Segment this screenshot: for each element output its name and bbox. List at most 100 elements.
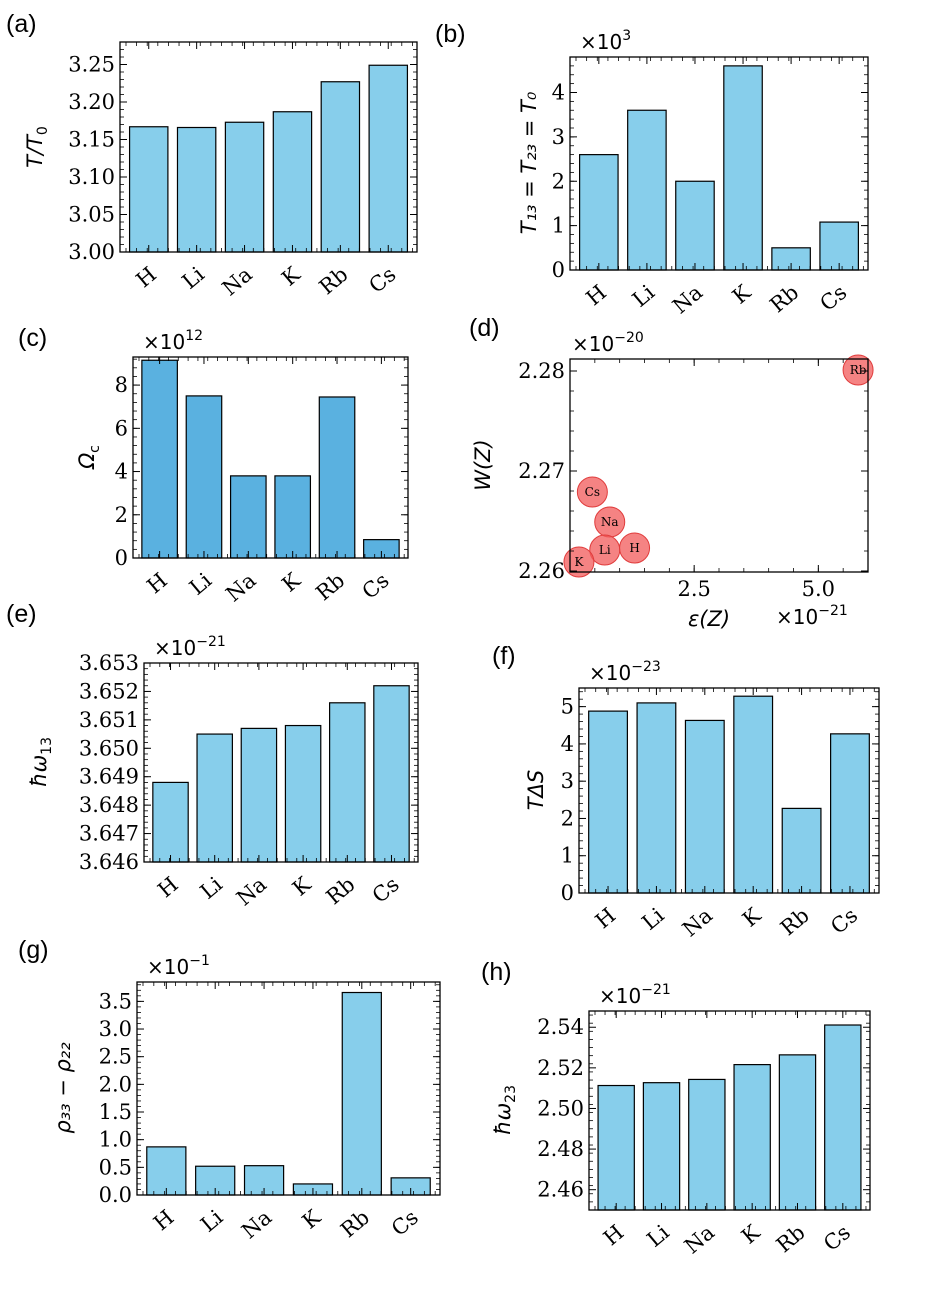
- y-tick-label: 8: [115, 373, 128, 397]
- y-axis-label: W(Z): [471, 439, 495, 491]
- x-tick-label: H: [153, 872, 182, 902]
- y-tick-label: 3.647: [79, 822, 139, 846]
- y-tick-label: 2.26: [518, 559, 565, 583]
- x-tick-label: Li: [628, 280, 659, 312]
- x-tick-label: Cs: [826, 903, 862, 939]
- x-tick-label: Na: [218, 262, 257, 300]
- bar-Li: [636, 702, 677, 894]
- y-tick-label: 2.0: [99, 1072, 132, 1096]
- panel-label: (g): [18, 936, 49, 964]
- bar-Rb: [320, 81, 361, 253]
- y-tick-label: 2.50: [537, 1096, 584, 1120]
- y-tick-label: 5: [561, 695, 574, 719]
- x-tick-label: Cs: [387, 1205, 423, 1241]
- x-tick-label: K: [277, 568, 305, 597]
- y-tick-label: 3.5: [99, 989, 132, 1013]
- y-tick-label: 3.652: [79, 679, 139, 703]
- y-tick-label: 1: [552, 214, 565, 238]
- y-tick-label: 3.15: [68, 128, 115, 152]
- x-tick-label: H: [599, 1220, 628, 1250]
- y-tick-label: 4: [115, 460, 128, 484]
- bar-K: [274, 475, 312, 559]
- x-tick-label: Cs: [819, 1220, 855, 1256]
- x-tick-label: Li: [637, 903, 668, 935]
- bar-Cs: [819, 221, 859, 271]
- y-tick-label: 2.5: [99, 1045, 132, 1069]
- point-label: Rb: [850, 363, 867, 377]
- panel-label: (d): [469, 314, 500, 342]
- y-tick-label: 0: [115, 546, 128, 570]
- x-tick-label: Rb: [322, 872, 360, 909]
- bar-H: [152, 781, 189, 863]
- panel-label: (f): [492, 642, 516, 670]
- bar-K: [284, 724, 322, 863]
- y-tick-label: 3.20: [68, 90, 115, 114]
- plot-frame: [119, 41, 418, 253]
- x-tick-label: Li: [185, 568, 216, 600]
- bar-Rb: [341, 991, 382, 1196]
- x-tick-label: Cs: [368, 872, 404, 908]
- bar-Na: [675, 180, 715, 271]
- x-tick-label: K: [288, 872, 316, 901]
- x-tick-label: Rb: [315, 262, 353, 299]
- y-tick-label: 3.0: [99, 1017, 132, 1041]
- y-tick-label: 2: [561, 806, 574, 830]
- bar-Rb: [781, 807, 822, 894]
- y-tick-label: 3.650: [79, 736, 139, 760]
- y-tick-label: 6: [115, 416, 128, 440]
- x-tick-label: K: [728, 280, 756, 309]
- panel-a: (a) H Li Na K Rb Cs 3.00 3.05 3.10 3.15 3.20 3.25 T/T…: [6, 10, 418, 300]
- y-tick-label: 1.0: [99, 1128, 132, 1152]
- point-label: Li: [599, 543, 611, 557]
- bar-Cs: [824, 1024, 862, 1211]
- plot-frame: [588, 1010, 871, 1211]
- axis-multiplier: ×10−21: [154, 634, 226, 660]
- bar-Cs: [830, 733, 870, 894]
- x-tick-label: H: [142, 568, 171, 598]
- y-axis-label: T₁₃ = T₂₃ = T₀: [517, 91, 541, 234]
- y-tick-label: 2.27: [518, 459, 565, 483]
- y-tick-label: 4: [561, 732, 574, 756]
- x-axis-label: ε(Z): [688, 607, 730, 631]
- panel-h: (h) H Li Na K Rb Cs 2.46 2.48 2.50 2.52 2.54 ×10−21 ħ…: [481, 958, 871, 1258]
- bar-Li: [196, 733, 233, 863]
- bar-Cs: [368, 64, 409, 253]
- x-tick-label: Li: [196, 872, 227, 904]
- panel-label: (c): [18, 324, 47, 352]
- bar-H: [146, 1146, 187, 1196]
- x-tick-label: H: [131, 262, 160, 292]
- plot-frame: [569, 56, 869, 271]
- y-tick-label: 2.54: [537, 1015, 584, 1039]
- point-label: K: [574, 555, 584, 569]
- y-tick-label: 3.25: [68, 53, 115, 77]
- bar-Li: [185, 395, 223, 559]
- y-tick-label: 3: [552, 125, 565, 149]
- bar-Na: [224, 121, 265, 253]
- y-axis-label: ρ₃₃ − ρ₂₂: [51, 1042, 75, 1134]
- x-tick-label: Rb: [765, 280, 803, 317]
- y-tick-label: 2.52: [537, 1056, 584, 1080]
- plot-frame: [143, 662, 419, 863]
- panel-d: (d) Rb Cs Na Li H K 2.26 2.27 2.28 2.5 5.0 ×10−20 ×10…: [469, 314, 874, 631]
- bar-K: [733, 1064, 771, 1211]
- panel-f: (f) H Li Na K Rb Cs 0 1 2 3 4 5 ×10−23 TΔS: [492, 642, 880, 941]
- bar-Li: [642, 1082, 681, 1211]
- y-axis-label: ħω13: [27, 737, 55, 787]
- y-tick-label: 1: [561, 844, 574, 868]
- panel-label: (h): [481, 958, 512, 986]
- panel-e: (e) H Li Na K Rb Cs 3.646 3.647 3.648 3.649 3.650 3.…: [6, 600, 419, 910]
- x-tick-label: K: [737, 1220, 765, 1249]
- x-tick-label: Li: [178, 262, 209, 294]
- panel-c: (c) H Li Na K Rb Cs 0 2 4 6 8 ×1012 Ωc: [18, 324, 409, 606]
- bar-H: [588, 710, 628, 894]
- y-tick-label: 3.651: [79, 708, 139, 732]
- bar-Cs: [373, 685, 410, 863]
- plot-frame: [578, 687, 880, 894]
- y-tick-label: 4: [552, 81, 565, 105]
- y-tick-label: 3.653: [79, 651, 139, 675]
- y-tick-label: 3.00: [68, 240, 115, 264]
- bar-Na: [229, 475, 267, 559]
- point-K: [563, 546, 595, 578]
- point-label: Na: [601, 515, 619, 529]
